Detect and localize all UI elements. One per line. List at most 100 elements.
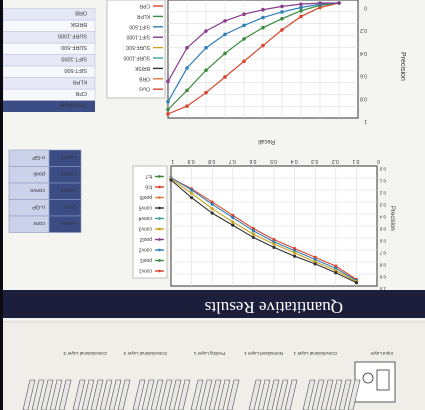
rp-legend-marker (158, 259, 161, 262)
arch-feature-map (99, 379, 113, 410)
rp-x-tick: 0.8 (208, 158, 215, 164)
top-y-tick: 1 (364, 118, 367, 124)
technique-table-header-text: Technique (59, 102, 87, 108)
rp-legend-marker (158, 227, 161, 231)
rp-x-tick: 0.2 (332, 158, 339, 164)
poster-canvas: Technique CPR KLPR SIFT-500 SIFT-1000 SURF-50… (3, 0, 425, 410)
rp-series-point (190, 191, 194, 195)
arch-feature-map (226, 379, 240, 410)
rp-legend-label: conv1 (138, 268, 152, 274)
rp-legend-label: fc7 (145, 173, 152, 179)
top-series-point (337, 1, 341, 5)
rp-y-tick: 0.1 (379, 179, 386, 184)
top-series-point (185, 46, 189, 50)
top-series-line (167, 2, 340, 102)
technique-table-header (3, 100, 95, 112)
arch-feature-map (108, 379, 122, 410)
layer-table-text: Conv (64, 204, 77, 210)
rp-series-point (231, 213, 235, 217)
rp-chart-x-ticks: 0 0.1 0.2 0.3 0.4 0.5 0.6 0.7 0.8 0.9 1 (171, 158, 380, 164)
top-series-point (185, 104, 189, 108)
rp-x-tick: 0.5 (270, 158, 277, 164)
rp-y-tick: 0.7 (379, 251, 386, 256)
rp-series-point (231, 223, 235, 227)
arch-feature-map (284, 379, 298, 410)
rp-series-point (251, 226, 255, 231)
top-series-point (185, 88, 189, 93)
arch-feature-map (49, 379, 63, 410)
arch-feature-map (347, 379, 361, 410)
rp-series-line (170, 177, 357, 280)
rp-series-point (293, 246, 297, 251)
top-series-point (242, 59, 246, 64)
arch-layer-label: Convolutional Layer 3 (63, 351, 107, 356)
rp-legend-label: conv2 (138, 247, 152, 253)
top-series-line (167, 2, 340, 110)
arch-input-box (354, 361, 396, 403)
arch-feature-map (329, 379, 343, 410)
arch-input-figure (376, 369, 390, 391)
rp-legend-box (132, 165, 168, 279)
arch-feature-map (177, 379, 191, 410)
rp-chart-xlabel: Recall (258, 138, 275, 144)
rp-y-tick: 0.0 (379, 167, 386, 172)
layer-table: Layers n-GP Layers pooli Layers convo Conv n-GP… (8, 149, 82, 233)
rp-legend-marker (158, 206, 161, 210)
rp-y-tick: 0.6 (379, 239, 386, 244)
layer-table-text: n-GP (32, 154, 45, 160)
technique-table-cell: SURF-1000 (58, 33, 87, 39)
technique-table-cell: SURF-500 (61, 44, 87, 50)
rp-legend-marker (158, 217, 161, 220)
arch-feature-map (132, 379, 146, 410)
top-series-point (299, 14, 303, 19)
arch-feature-map (141, 379, 155, 410)
arch-feature-map (266, 379, 280, 410)
rp-series-point (210, 207, 214, 211)
rp-series-point (334, 268, 338, 273)
top-series-point (261, 43, 265, 48)
rp-legend-label: conv5 (138, 205, 152, 211)
technique-table: Technique CPR KLPR SIFT-500 SIFT-1000 SURF-50… (3, 8, 96, 112)
rp-y-tick: 0.3 (379, 203, 386, 208)
top-legend-label: SIFT-1000 (126, 34, 150, 40)
top-chart-grid (168, 0, 358, 118)
arch-input-figure (362, 372, 374, 384)
rp-x-tick: 0.1 (352, 158, 359, 164)
layer-table-text: Layers (60, 171, 77, 177)
layer-table-text: n-GP (32, 204, 45, 210)
top-series-point (166, 112, 170, 116)
top-series-line (167, 2, 339, 82)
top-legend-label: Ours (139, 86, 150, 92)
layer-table-text: Layers (60, 220, 77, 226)
top-series-point (242, 37, 246, 41)
arch-feature-map (275, 379, 289, 410)
arch-layer-label: Input Layer (370, 351, 393, 356)
rp-x-tick: 0.9 (187, 158, 194, 164)
rp-x-tick: 1 (171, 158, 174, 164)
rp-series-point (169, 178, 173, 182)
arch-feature-map (90, 379, 104, 410)
rp-series-point (293, 249, 297, 253)
arch-feature-map (248, 379, 262, 410)
arch-feature-map (217, 379, 231, 410)
rp-series-point (334, 266, 338, 270)
top-legend-label: SURF-1000 (123, 55, 150, 61)
rp-series-point (272, 240, 276, 244)
arch-feature-map (22, 379, 36, 410)
top-series-point (166, 79, 170, 84)
top-series-point (280, 16, 284, 21)
poster-photo: Technique CPR KLPR SIFT-500 SIFT-1000 SURF-50… (3, 0, 425, 410)
rp-series-point (293, 254, 297, 258)
section-banner: Quantitative Results (3, 290, 425, 318)
rp-y-tick: 0.9 (379, 275, 386, 280)
rp-y-tick: 0.2 (379, 191, 386, 196)
section-title: Quantitative Results (205, 298, 343, 317)
top-series-point (223, 51, 227, 56)
technique-table-cell: BRISK (70, 21, 87, 27)
rp-legend-marker (158, 269, 161, 273)
top-y-tick: 0.6 (360, 73, 367, 79)
top-series-point (204, 29, 208, 33)
recall-precision-chart: conv1 pool1 conv2 pool2 conv3 conv4 conv5 pool5… (132, 138, 395, 292)
top-series-point (166, 99, 170, 104)
rp-series-point (251, 229, 255, 233)
